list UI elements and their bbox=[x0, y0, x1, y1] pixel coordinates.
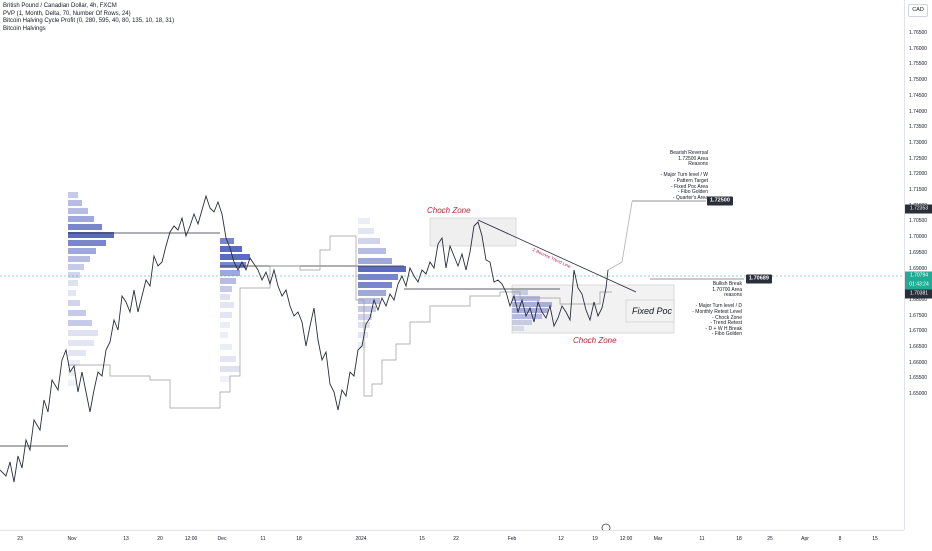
price-label-upper: 1.72353 bbox=[905, 204, 932, 214]
price-label-countdown: 01:43:24 bbox=[905, 280, 932, 290]
bullish-break-note: Bullish Break 1.70700 Area reasons - Maj… bbox=[692, 281, 742, 338]
price-tick: 1.73000 bbox=[909, 139, 928, 146]
time-tick: 11 bbox=[699, 536, 705, 542]
price-tick: 1.76500 bbox=[909, 30, 928, 36]
time-tick: 25 bbox=[767, 536, 773, 542]
time-tick: 11 bbox=[260, 536, 266, 542]
halving-icon[interactable] bbox=[601, 523, 611, 530]
choch-zone-bottom-label: Choch Zone bbox=[573, 336, 617, 345]
price-tick: 1.66000 bbox=[909, 359, 928, 366]
price-tick: 1.73500 bbox=[909, 124, 928, 131]
choch-zone-top-label: Choch Zone bbox=[427, 206, 471, 215]
price-tick: 1.70500 bbox=[909, 218, 928, 225]
time-tick: 15 bbox=[872, 536, 878, 542]
price-tick: 1.76000 bbox=[909, 45, 928, 52]
price-tick: 1.69000 bbox=[909, 265, 928, 272]
time-axis[interactable]: 23 Nov 13 20 12:00 Dec 11 18 2024 15 22 Feb 12 19 12:0… bbox=[0, 530, 904, 551]
indicator-halving-profit[interactable]: Bitcoin Halving Cycle Profit (0, 280, 59… bbox=[3, 18, 175, 25]
time-tick: 19 bbox=[592, 536, 598, 542]
price-tick: 1.72500 bbox=[909, 155, 928, 162]
time-tick: 23 bbox=[17, 536, 23, 542]
price-label-current: 1.70794 bbox=[905, 271, 932, 281]
price-tick: 1.69500 bbox=[909, 249, 928, 256]
time-tick: 20 bbox=[157, 536, 163, 542]
time-tick: 2024 bbox=[355, 536, 367, 542]
fixed-poc-box bbox=[625, 299, 675, 323]
time-tick: Apr bbox=[801, 536, 809, 542]
time-tick: 18 bbox=[736, 536, 742, 542]
price-tick: 1.65500 bbox=[909, 375, 928, 382]
time-tick: 18 bbox=[296, 536, 302, 542]
time-tick: 12:00 bbox=[184, 536, 198, 542]
price-chart[interactable] bbox=[0, 0, 904, 530]
price-tick: 1.72000 bbox=[909, 171, 928, 178]
time-tick: Nov bbox=[67, 536, 77, 542]
projection-path bbox=[607, 201, 633, 271]
time-tick: 22 bbox=[453, 536, 459, 542]
volume-profile-dec bbox=[220, 238, 250, 382]
bearish-price-callout: 1.72500 bbox=[707, 196, 733, 206]
price-tick: 1.67000 bbox=[909, 328, 928, 335]
time-tick: 12 bbox=[558, 536, 564, 542]
time-tick: 15 bbox=[419, 536, 425, 542]
bearish-reversal-note: Bearish Reversal 1.72500 Area Reasons - … bbox=[660, 150, 708, 201]
price-axis[interactable]: 1.76500 1.76000 1.75500 1.75000 1.74500 1.740… bbox=[904, 0, 932, 530]
price-label-lower: 1.70381 bbox=[905, 289, 932, 299]
fixed-poc-label: Fixed Poc bbox=[632, 306, 673, 316]
price-tick: 1.71500 bbox=[909, 187, 928, 193]
trend-line bbox=[477, 219, 637, 293]
indicator-halvings[interactable]: Bitcoin Halvings bbox=[3, 25, 46, 32]
volume-profile-left bbox=[68, 192, 114, 386]
time-tick: 12:00 bbox=[619, 536, 633, 542]
halving-cycle-line bbox=[68, 235, 612, 409]
price-tick: 1.65000 bbox=[909, 391, 928, 398]
price-tick: 1.74000 bbox=[909, 108, 928, 115]
bullish-price-callout: 1.70689 bbox=[746, 274, 772, 284]
price-tick: 1.66500 bbox=[909, 344, 928, 350]
indicator-pvp[interactable]: PVP (1, Month, Delta, 70, Number Of Rows… bbox=[3, 10, 131, 17]
time-tick: Dec bbox=[217, 536, 227, 542]
price-tick: 1.70000 bbox=[909, 234, 928, 241]
price-tick: 1.67500 bbox=[909, 312, 928, 319]
price-tick: 1.74500 bbox=[909, 92, 928, 99]
price-tick: 1.75000 bbox=[909, 77, 928, 84]
price-tick: 1.68000 bbox=[909, 296, 928, 303]
time-tick: Mar bbox=[653, 536, 663, 542]
chart-area[interactable]: British Pound / Canadian Dollar, 4h, FXC… bbox=[0, 0, 904, 530]
symbol-title[interactable]: British Pound / Canadian Dollar, 4h, FXC… bbox=[3, 3, 117, 9]
currency-selector[interactable]: CAD bbox=[908, 4, 928, 17]
price-candles bbox=[0, 194, 609, 483]
price-tick: 1.75500 bbox=[909, 61, 928, 68]
chart-legend: British Pound / Canadian Dollar, 4h, FXC… bbox=[3, 3, 174, 33]
time-tick: 8 bbox=[838, 536, 842, 542]
time-tick: Feb bbox=[507, 536, 517, 542]
time-tick: 13 bbox=[123, 536, 129, 542]
